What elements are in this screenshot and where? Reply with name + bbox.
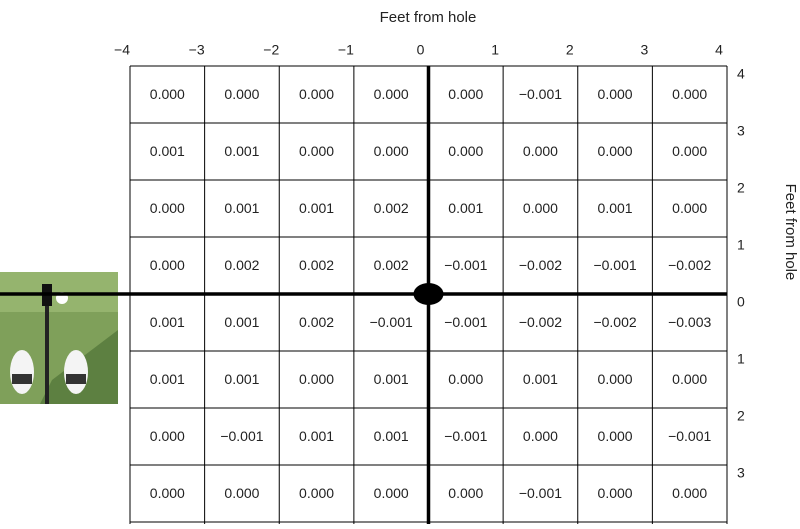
cell-value: 0.002	[374, 200, 409, 216]
side-title: Feet from hole	[782, 184, 799, 281]
cell-value: −0.002	[593, 314, 636, 330]
cell-value: −0.001	[593, 257, 636, 273]
y-label: 2	[737, 408, 745, 424]
cell-value: −0.002	[668, 257, 711, 273]
photo-shoe-left	[10, 350, 34, 394]
y-label: 1	[737, 351, 745, 367]
cell-value: −0.003	[668, 314, 711, 330]
cell-value: 0.001	[299, 200, 334, 216]
cell-value: 0.000	[374, 143, 409, 159]
cell-value: −0.001	[519, 86, 562, 102]
cell-value: −0.001	[444, 257, 487, 273]
cell-value: 0.000	[150, 485, 185, 501]
photo-shoe-right	[64, 350, 88, 394]
cell-value: 0.001	[374, 371, 409, 387]
cell-value: 0.000	[672, 86, 707, 102]
x-label: −4	[114, 42, 130, 58]
cell-value: 0.001	[299, 428, 334, 444]
cell-value: 0.000	[150, 257, 185, 273]
cell-value: 0.000	[299, 485, 334, 501]
cell-value: 0.000	[150, 86, 185, 102]
cell-value: 0.000	[598, 371, 633, 387]
x-label: −1	[338, 42, 354, 58]
cell-value: 0.001	[374, 428, 409, 444]
cell-value: 0.000	[448, 485, 483, 501]
cell-value: 0.000	[374, 86, 409, 102]
cell-value: 0.000	[299, 371, 334, 387]
cell-value: 0.000	[150, 428, 185, 444]
y-label: 0	[737, 294, 745, 310]
y-label: 4	[737, 66, 745, 82]
cell-value: 0.000	[598, 485, 633, 501]
cell-value: −0.001	[519, 485, 562, 501]
photo-putter-shaft	[45, 286, 49, 404]
cell-value: 0.002	[299, 257, 334, 273]
x-label: 3	[640, 42, 648, 58]
cell-value: −0.002	[519, 257, 562, 273]
cell-value: 0.000	[523, 143, 558, 159]
cell-value: 0.001	[448, 200, 483, 216]
cell-value: 0.000	[224, 485, 259, 501]
cell-value: 0.000	[448, 86, 483, 102]
cell-value: 0.000	[672, 143, 707, 159]
cell-value: 0.000	[523, 200, 558, 216]
cell-value: −0.001	[370, 314, 413, 330]
top-title: Feet from hole	[380, 9, 477, 26]
cell-value: 0.000	[448, 371, 483, 387]
cell-value: 0.001	[224, 143, 259, 159]
cell-value: 0.002	[299, 314, 334, 330]
cell-value: −0.001	[444, 428, 487, 444]
cell-value: 0.000	[374, 485, 409, 501]
cell-value: 0.001	[224, 314, 259, 330]
cell-value: −0.002	[519, 314, 562, 330]
cell-value: 0.002	[374, 257, 409, 273]
y-label: 2	[737, 180, 745, 196]
cell-value: 0.000	[672, 200, 707, 216]
cell-value: 0.000	[598, 86, 633, 102]
cell-value: −0.001	[220, 428, 263, 444]
cell-value: 0.001	[150, 314, 185, 330]
cell-value: 0.001	[523, 371, 558, 387]
cell-value: 0.001	[224, 371, 259, 387]
cell-value: 0.000	[523, 428, 558, 444]
grid: −4 −3 −2 −1 0 1 2 3 44 3 2 1 0 1 2 3 0.000 0.000 0.000 0.00…	[0, 42, 745, 524]
cell-value: 0.000	[598, 428, 633, 444]
cell-value: 0.000	[672, 485, 707, 501]
cell-value: 0.000	[299, 86, 334, 102]
golf-photo	[0, 272, 118, 404]
cell-value: 0.001	[598, 200, 633, 216]
y-label: 3	[737, 123, 745, 139]
cell-value: 0.000	[150, 200, 185, 216]
x-label: 4	[715, 42, 723, 58]
y-label: 1	[737, 237, 745, 253]
photo-shoe-right-strap	[66, 374, 86, 384]
x-label: −2	[263, 42, 279, 58]
cell-value: 0.000	[672, 371, 707, 387]
x-label: 1	[491, 42, 499, 58]
photo-grass-light	[0, 272, 118, 312]
cell-value: 0.001	[150, 371, 185, 387]
photo-shoe-left-strap	[12, 374, 32, 384]
x-label: 2	[566, 42, 574, 58]
hole	[413, 283, 444, 305]
cell-value: 0.002	[224, 257, 259, 273]
x-label: 0	[417, 42, 425, 58]
y-label: 3	[737, 465, 745, 481]
cell-value: 0.001	[224, 200, 259, 216]
cell-value: −0.001	[668, 428, 711, 444]
cell-value: 0.000	[448, 143, 483, 159]
cell-value: 0.001	[150, 143, 185, 159]
x-label: −3	[189, 42, 205, 58]
cell-value: 0.000	[299, 143, 334, 159]
cell-value: 0.000	[224, 86, 259, 102]
cell-value: −0.001	[444, 314, 487, 330]
cell-value: 0.000	[598, 143, 633, 159]
